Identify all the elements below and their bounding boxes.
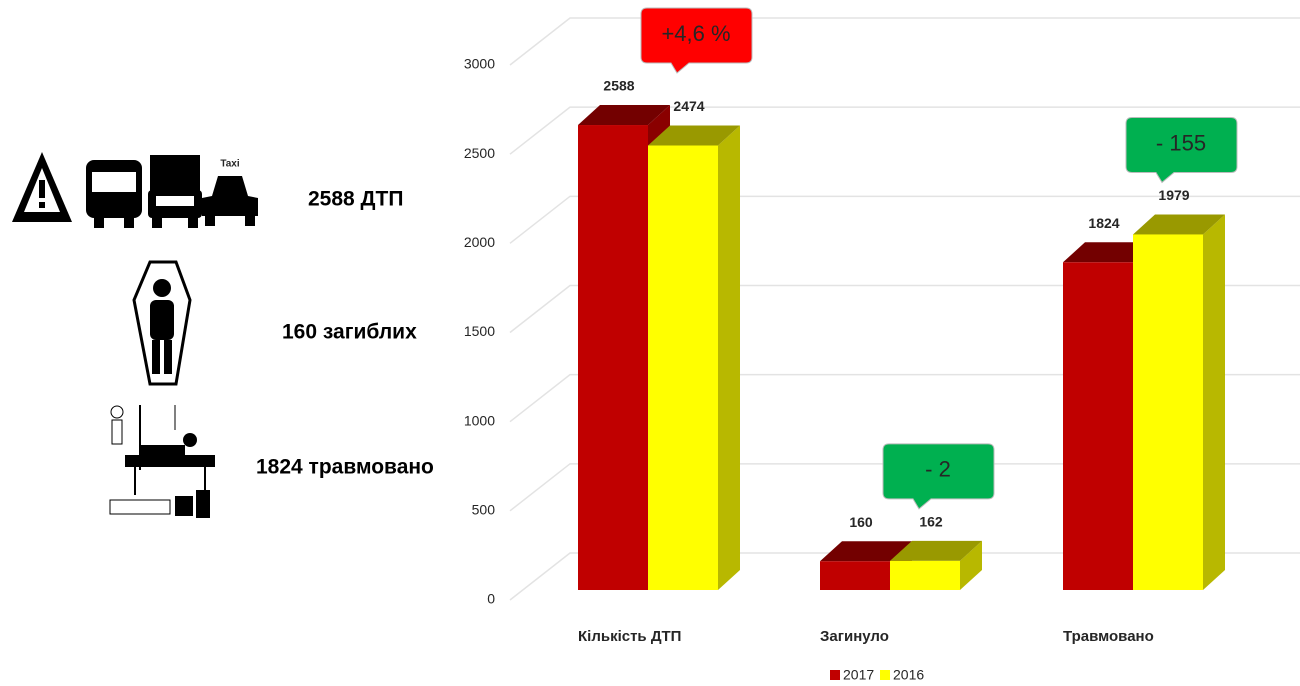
bar-side xyxy=(1203,214,1225,590)
x-tick-label: Травмовано xyxy=(1063,628,1154,645)
bar xyxy=(648,126,740,590)
value-label: 2474 xyxy=(673,98,704,114)
legend-label: 2017 xyxy=(843,667,874,683)
icons: Taxi xyxy=(12,152,258,518)
y-tick-label: 3000 xyxy=(464,56,495,72)
bar-front xyxy=(648,146,718,590)
x-tick-label: Загинуло xyxy=(820,628,889,645)
value-label: 162 xyxy=(919,514,943,530)
info-text: 2588 ДТП xyxy=(308,188,403,211)
legend-key xyxy=(830,670,840,680)
value-label: 160 xyxy=(849,514,873,530)
bar-front xyxy=(1063,262,1133,590)
bar xyxy=(1133,214,1225,590)
callout-text: - 155 xyxy=(1156,130,1206,155)
bar-front xyxy=(578,125,648,590)
info-text: 160 загиблих xyxy=(282,321,417,344)
y-tick-label: 0 xyxy=(487,591,495,607)
callout-text: +4,6 % xyxy=(661,21,730,46)
legend-label: 2016 xyxy=(893,667,924,683)
x-tick-label: Кількість ДТП xyxy=(578,628,681,645)
bar-front xyxy=(1133,234,1203,590)
value-label: 2588 xyxy=(603,78,634,94)
value-label: 1824 xyxy=(1088,215,1119,231)
callout-text: - 2 xyxy=(925,457,951,482)
callout: - 2 xyxy=(883,444,994,509)
page: Taxi 2588 ДТП 160 загиблих 1824 травмова… xyxy=(0,0,1300,686)
callout: +4,6 % xyxy=(641,8,752,73)
bar-side xyxy=(718,126,740,590)
y-tick-label: 1500 xyxy=(464,323,495,339)
y-tick-label: 2000 xyxy=(464,234,495,250)
bar-front xyxy=(820,561,890,590)
grid-line xyxy=(510,18,1300,65)
y-tick-label: 2500 xyxy=(464,145,495,161)
svg-text:Taxi: Taxi xyxy=(220,159,239,170)
y-tick-label: 1000 xyxy=(464,412,495,428)
bar-front xyxy=(890,561,960,590)
y-tick-label: 500 xyxy=(472,502,496,518)
value-label: 1979 xyxy=(1158,187,1189,203)
chart: 0 500 1000 1500 2000 2500 3000 2588 2474 Кількіст… xyxy=(464,8,1300,683)
info-text: 1824 травмовано xyxy=(256,456,434,479)
callout: - 155 xyxy=(1126,117,1237,182)
legend-key xyxy=(880,670,890,680)
